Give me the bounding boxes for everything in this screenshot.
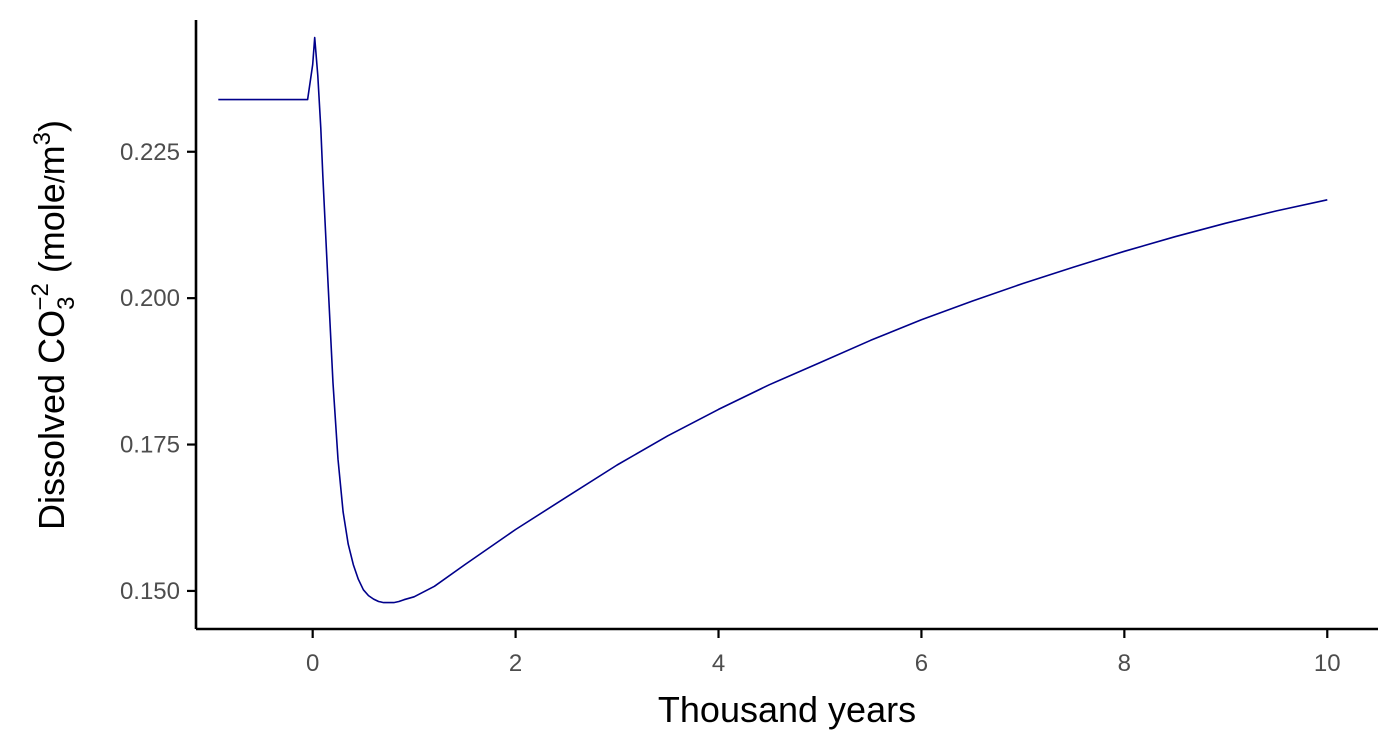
x-tick-label: 4 xyxy=(712,650,725,677)
y-tick-label: 0.225 xyxy=(120,139,180,166)
x-tick-label: 2 xyxy=(509,650,522,677)
x-ticks: 0 2 4 6 8 10 xyxy=(306,629,1341,677)
y-tick-label: 0.200 xyxy=(120,285,180,312)
x-tick-label: 6 xyxy=(915,650,928,677)
y-ticks: 0.150 0.175 0.200 0.225 xyxy=(120,139,196,605)
plot-area xyxy=(218,36,1328,604)
x-axis-title: Thousand years xyxy=(658,689,916,730)
x-tick-label: 10 xyxy=(1314,650,1341,677)
y-tick-label: 0.150 xyxy=(120,578,180,605)
y-axis-title: Dissolved CO3−2 (mole/m3) xyxy=(27,120,80,530)
x-tick-label: 8 xyxy=(1118,650,1131,677)
y-tick-label: 0.175 xyxy=(120,432,180,459)
series-line xyxy=(218,36,1328,604)
x-tick-label: 0 xyxy=(306,650,319,677)
